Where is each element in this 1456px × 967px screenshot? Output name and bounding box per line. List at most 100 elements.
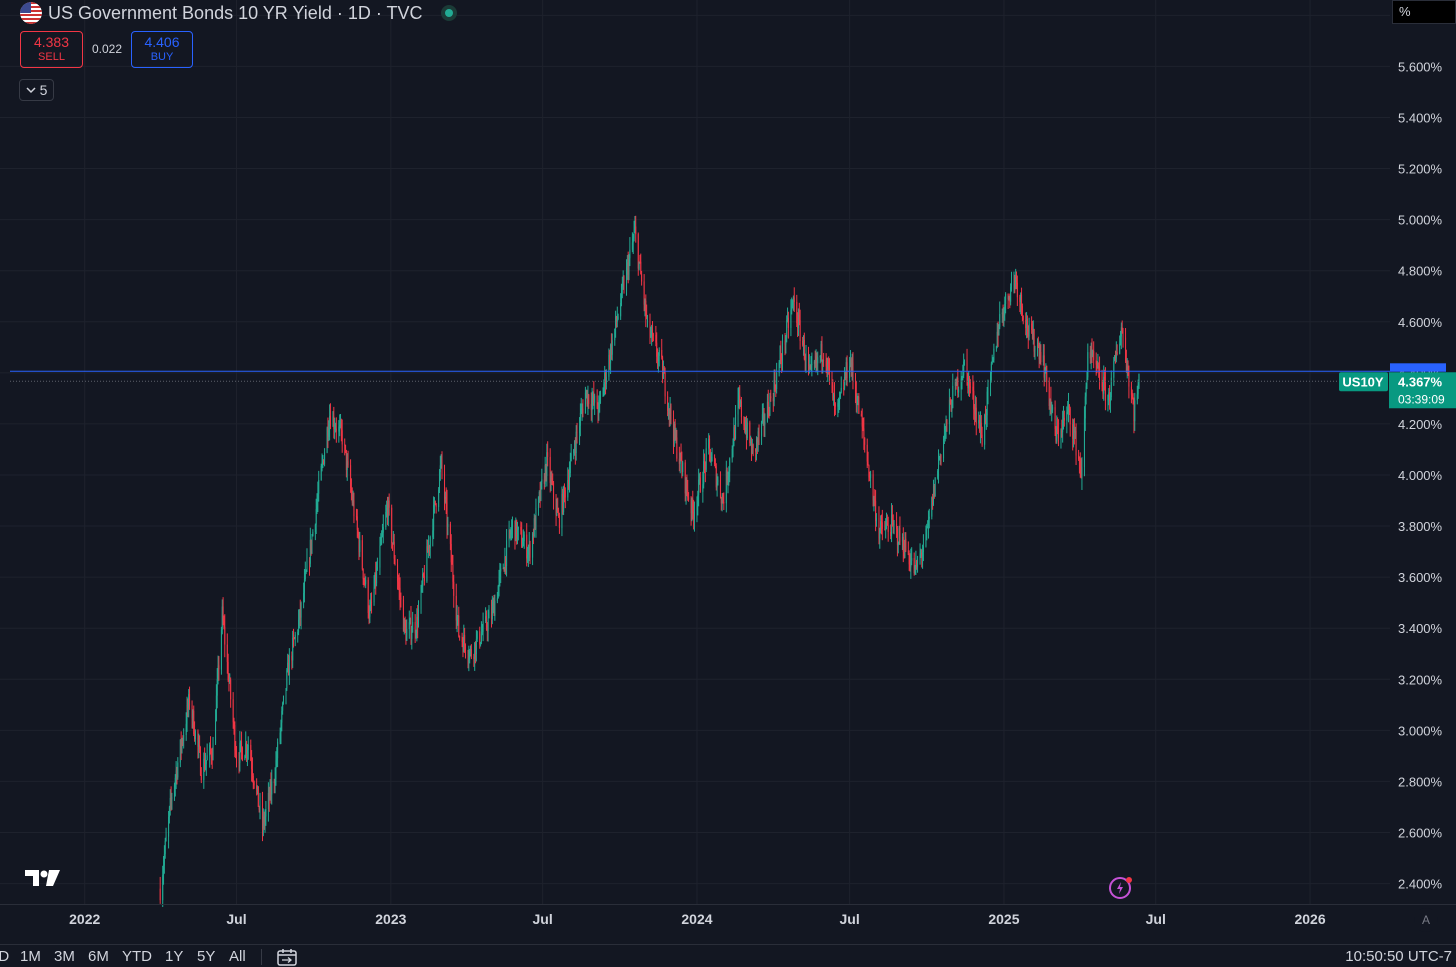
x-tick-label: Jul — [226, 911, 246, 927]
candle-body — [662, 372, 664, 379]
range-3m-button[interactable]: 3M — [54, 948, 75, 965]
candle-body — [575, 431, 577, 454]
market-status-icon[interactable] — [440, 5, 457, 21]
candle-body — [1067, 409, 1069, 413]
candle-body — [510, 533, 512, 535]
candle-body — [344, 444, 346, 446]
candle-body — [948, 399, 950, 425]
range-1y-button[interactable]: 1Y — [165, 948, 184, 965]
candle-body — [817, 357, 819, 364]
candle-body — [529, 544, 531, 558]
candle-body — [885, 525, 887, 531]
chart-canvas[interactable]: 5.800%5.600%5.400%5.200%5.000%4.800%4.60… — [0, 0, 1456, 944]
candle-body — [433, 504, 435, 531]
candle-body — [605, 376, 607, 385]
candle-body — [667, 396, 669, 411]
tradingview-logo-icon[interactable] — [24, 868, 62, 888]
candle-body — [638, 261, 640, 269]
candle-body — [590, 403, 592, 411]
y-tick-label: 5.400% — [1398, 110, 1443, 125]
candles — [159, 215, 1140, 907]
candle-body — [475, 638, 477, 655]
candle-body — [162, 875, 164, 901]
candle-body — [268, 793, 270, 800]
range-all-button[interactable]: All — [229, 948, 246, 965]
range-ytd-button[interactable]: YTD — [122, 948, 152, 965]
candle-body — [516, 520, 518, 539]
candle-body — [634, 226, 636, 233]
candle-body — [440, 456, 442, 466]
candle-body — [651, 329, 653, 336]
candle-body — [1081, 467, 1083, 478]
candle-body — [358, 535, 360, 552]
candle-body — [1055, 429, 1057, 442]
candle-body — [775, 387, 777, 389]
candle-body — [1110, 377, 1112, 398]
candle-body — [418, 609, 420, 626]
candle-body — [954, 379, 956, 386]
candle-body — [1046, 365, 1048, 383]
candle-body — [246, 743, 248, 754]
candle-body — [212, 743, 214, 760]
candle-body — [1031, 323, 1033, 331]
candle-body — [862, 426, 864, 429]
candle-body — [621, 284, 623, 287]
candle-body — [973, 390, 975, 410]
candle-body — [321, 461, 323, 466]
clock-time[interactable]: 10:50:50 UTC-7 — [1345, 948, 1452, 965]
candle-body — [697, 494, 699, 506]
candle-body — [347, 461, 349, 466]
candle-body — [185, 723, 187, 736]
buy-button[interactable]: 4.406 BUY — [131, 31, 193, 68]
candle-body — [317, 493, 319, 503]
candle-body — [320, 465, 322, 480]
candle-body — [444, 471, 446, 500]
candle-body — [294, 634, 296, 639]
candle-body — [1052, 407, 1054, 410]
auto-scale-button[interactable]: A — [1414, 908, 1438, 932]
candle-body — [772, 398, 774, 402]
candle-body — [629, 249, 631, 259]
range-1m-button[interactable]: 1M — [20, 948, 41, 965]
candle-body — [855, 393, 857, 405]
candle-body — [880, 521, 882, 523]
price-line-label — [1390, 363, 1446, 372]
candle-body — [668, 408, 670, 415]
candle-body — [610, 344, 612, 355]
candle-body — [564, 490, 566, 498]
symbol-header[interactable]: US Government Bonds 10 YR Yield · 1D · T… — [20, 2, 457, 24]
candle-body — [804, 359, 806, 362]
candle-body — [191, 705, 193, 719]
date-range-icon[interactable] — [276, 948, 298, 966]
flash-alert-icon[interactable] — [1108, 874, 1134, 900]
candle-body — [610, 344, 612, 364]
candle-body — [206, 755, 208, 761]
candle-body — [205, 760, 207, 765]
y-tick-label: 3.600% — [1398, 570, 1443, 585]
candle-body — [705, 448, 707, 470]
candle-body — [740, 401, 742, 418]
candle-body — [905, 538, 907, 551]
symbol-title[interactable]: US Government Bonds 10 YR Yield · 1D · T… — [48, 2, 423, 23]
candle-body — [174, 777, 176, 785]
candle-body — [310, 539, 312, 550]
sell-button[interactable]: 4.383 SELL — [20, 31, 83, 68]
candle-body — [792, 301, 794, 306]
range-1d-button[interactable]: 1D — [0, 948, 10, 965]
candle-body — [1136, 394, 1138, 401]
candle-body — [364, 579, 366, 585]
candle-body — [738, 395, 740, 400]
candle-body — [980, 422, 982, 435]
range-5y-button[interactable]: 5Y — [197, 948, 216, 965]
indicators-toggle-button[interactable]: 5 — [19, 79, 54, 101]
candle-body — [558, 512, 560, 516]
candle-body — [1007, 293, 1009, 300]
candle-body — [494, 600, 496, 616]
candle-body — [169, 797, 171, 808]
candle-body — [721, 495, 723, 504]
candle-body — [176, 770, 178, 778]
price-scale-unit[interactable]: % — [1392, 0, 1456, 24]
range-6m-button[interactable]: 6M — [88, 948, 109, 965]
candle-body — [470, 649, 472, 657]
candle-body — [574, 449, 576, 454]
